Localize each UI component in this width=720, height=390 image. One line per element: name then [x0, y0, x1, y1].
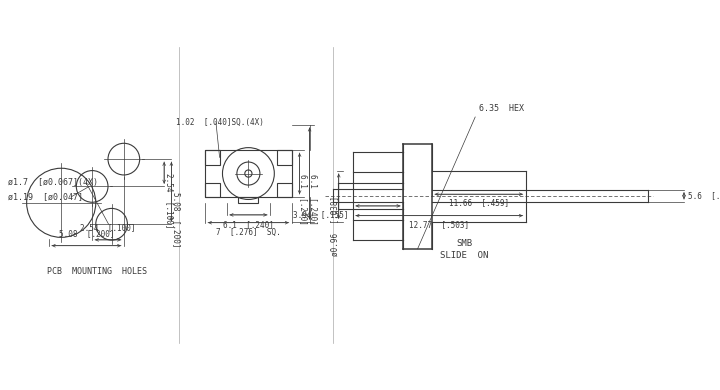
- Text: 2.54  [.100]: 2.54 [.100]: [80, 223, 136, 232]
- Text: 5.6  [.221]: 5.6 [.221]: [688, 191, 720, 200]
- Text: 6.1  [.240]: 6.1 [.240]: [223, 220, 274, 229]
- Bar: [205, 183, 220, 197]
- Bar: [277, 150, 292, 165]
- Text: 12.77  [.503]: 12.77 [.503]: [409, 220, 469, 229]
- Text: ø0.96  [.038]: ø0.96 [.038]: [330, 196, 339, 256]
- Bar: [205, 150, 292, 197]
- Bar: [277, 183, 292, 197]
- Text: 11.66  [.459]: 11.66 [.459]: [449, 198, 509, 207]
- Text: 6.1  [.240]: 6.1 [.240]: [309, 174, 318, 224]
- Text: ø1.7  [ø0.067](4X): ø1.7 [ø0.067](4X): [8, 178, 98, 187]
- Text: 3.94  [.155]: 3.94 [.155]: [293, 210, 348, 219]
- Text: 6.1  [.240]: 6.1 [.240]: [299, 174, 308, 224]
- Text: 5.08  [.200]: 5.08 [.200]: [58, 229, 114, 238]
- Text: PCB  MOUNTING  HOLES: PCB MOUNTING HOLES: [48, 267, 147, 276]
- Text: 1.02  [.040]SQ.(4X): 1.02 [.040]SQ.(4X): [176, 118, 264, 128]
- Text: 7  [.276]  SQ.: 7 [.276] SQ.: [216, 228, 281, 237]
- Text: ø1.19  [ø0.047]: ø1.19 [ø0.047]: [8, 192, 83, 202]
- Text: 6.35  HEX: 6.35 HEX: [480, 104, 524, 113]
- Text: 5.08  [.200]: 5.08 [.200]: [172, 191, 181, 247]
- Text: 2.54  [.100]: 2.54 [.100]: [165, 173, 174, 228]
- Bar: [205, 150, 220, 165]
- Text: SLIDE  ON: SLIDE ON: [440, 251, 489, 260]
- Bar: [238, 197, 258, 203]
- Text: SMB: SMB: [456, 239, 472, 248]
